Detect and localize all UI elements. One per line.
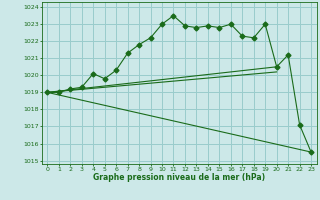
X-axis label: Graphe pression niveau de la mer (hPa): Graphe pression niveau de la mer (hPa) (93, 173, 265, 182)
